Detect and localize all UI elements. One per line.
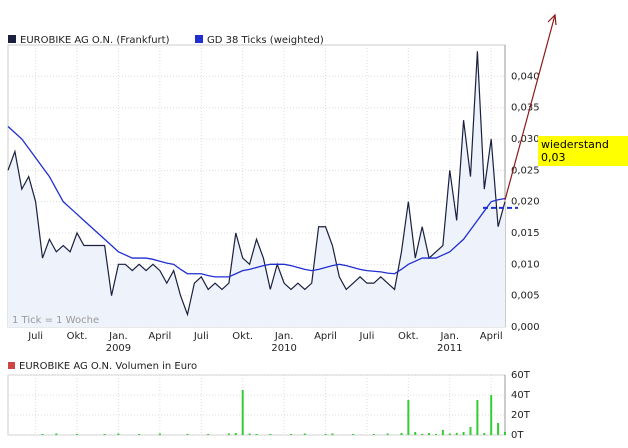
y-tick-label: 0,020 bbox=[511, 197, 540, 208]
bar bbox=[462, 432, 465, 435]
bar bbox=[483, 433, 486, 435]
y-tick-label: 0,005 bbox=[511, 291, 540, 302]
bar bbox=[400, 433, 403, 435]
x-tick-label: Juli bbox=[193, 331, 209, 342]
y-tick-label: 60T bbox=[511, 370, 531, 381]
bar bbox=[234, 433, 237, 435]
y-tick-label: 0T bbox=[511, 430, 524, 441]
bar bbox=[352, 434, 355, 435]
y-tick-label: 0,030 bbox=[511, 134, 540, 145]
bar bbox=[504, 432, 506, 435]
legend-swatch bbox=[8, 35, 16, 43]
x-tick-label: Juli bbox=[359, 331, 375, 342]
y-tick-label: 0,035 bbox=[511, 103, 540, 114]
x-tick-label: April bbox=[314, 331, 337, 342]
y-tick-label: 0,040 bbox=[511, 71, 540, 82]
y-tick-label: 0,010 bbox=[511, 259, 540, 270]
bar bbox=[158, 433, 161, 435]
bar bbox=[407, 400, 410, 435]
bar bbox=[455, 433, 458, 435]
bar bbox=[255, 434, 258, 435]
bar bbox=[448, 433, 451, 435]
bar bbox=[331, 433, 334, 435]
bar bbox=[117, 433, 120, 435]
x-tick-label: Okt. bbox=[397, 331, 419, 342]
bar bbox=[386, 433, 389, 435]
legend-swatch bbox=[195, 35, 203, 43]
bar bbox=[241, 390, 244, 435]
plot-background bbox=[7, 374, 506, 436]
bar bbox=[414, 432, 417, 435]
x-tick-label: Okt. bbox=[232, 331, 254, 342]
line bbox=[7, 125, 506, 278]
bar bbox=[303, 433, 306, 435]
trend-arrow bbox=[504, 14, 556, 201]
y-tick-label: 0,000 bbox=[511, 322, 540, 333]
bar bbox=[290, 434, 293, 435]
arrow-head bbox=[547, 13, 557, 26]
bar bbox=[490, 395, 493, 435]
bar bbox=[497, 423, 500, 435]
bar bbox=[372, 434, 375, 435]
y-tick-label: 0,025 bbox=[511, 165, 540, 176]
bar bbox=[76, 434, 79, 435]
bar bbox=[41, 434, 44, 435]
x-tick-label: Jan. 2010 bbox=[271, 331, 297, 354]
y-tick-label: 20T bbox=[511, 410, 531, 421]
legend-swatch bbox=[8, 362, 15, 369]
bar bbox=[103, 434, 106, 435]
legend-label: GD 38 Ticks (weighted) bbox=[207, 35, 324, 46]
x-tick-label: Jan. 2011 bbox=[437, 331, 463, 354]
bar bbox=[434, 434, 437, 435]
bar bbox=[428, 433, 431, 435]
bar bbox=[421, 434, 424, 435]
bar bbox=[469, 427, 472, 435]
bar bbox=[269, 434, 272, 435]
bar bbox=[476, 400, 479, 435]
x-tick-label: April bbox=[479, 331, 503, 342]
y-tick-label: 40T bbox=[511, 390, 531, 401]
legend-label: EUROBIKE AG O.N. (Frankfurt) bbox=[20, 35, 170, 46]
area bbox=[8, 51, 505, 328]
bar bbox=[324, 434, 327, 435]
y-tick-label: 0,015 bbox=[511, 228, 540, 239]
x-tick-label: Okt. bbox=[66, 331, 88, 342]
bar bbox=[441, 430, 444, 435]
x-tick-label: Jan. 2009 bbox=[105, 331, 132, 354]
line bbox=[7, 51, 506, 317]
bar bbox=[138, 434, 141, 435]
resistance-label: wiederstand 0,03 bbox=[538, 136, 628, 166]
bar bbox=[227, 433, 230, 435]
legend-label: EUROBIKE AG O.N. Volumen in Euro bbox=[19, 361, 197, 372]
x-tick-label: April bbox=[148, 331, 172, 342]
note: 1 Tick = 1 Woche bbox=[12, 315, 100, 326]
x-tick-label: Juli bbox=[28, 331, 44, 342]
bar bbox=[207, 434, 210, 435]
bar bbox=[248, 433, 251, 435]
bar bbox=[55, 433, 58, 435]
bar bbox=[186, 434, 189, 435]
